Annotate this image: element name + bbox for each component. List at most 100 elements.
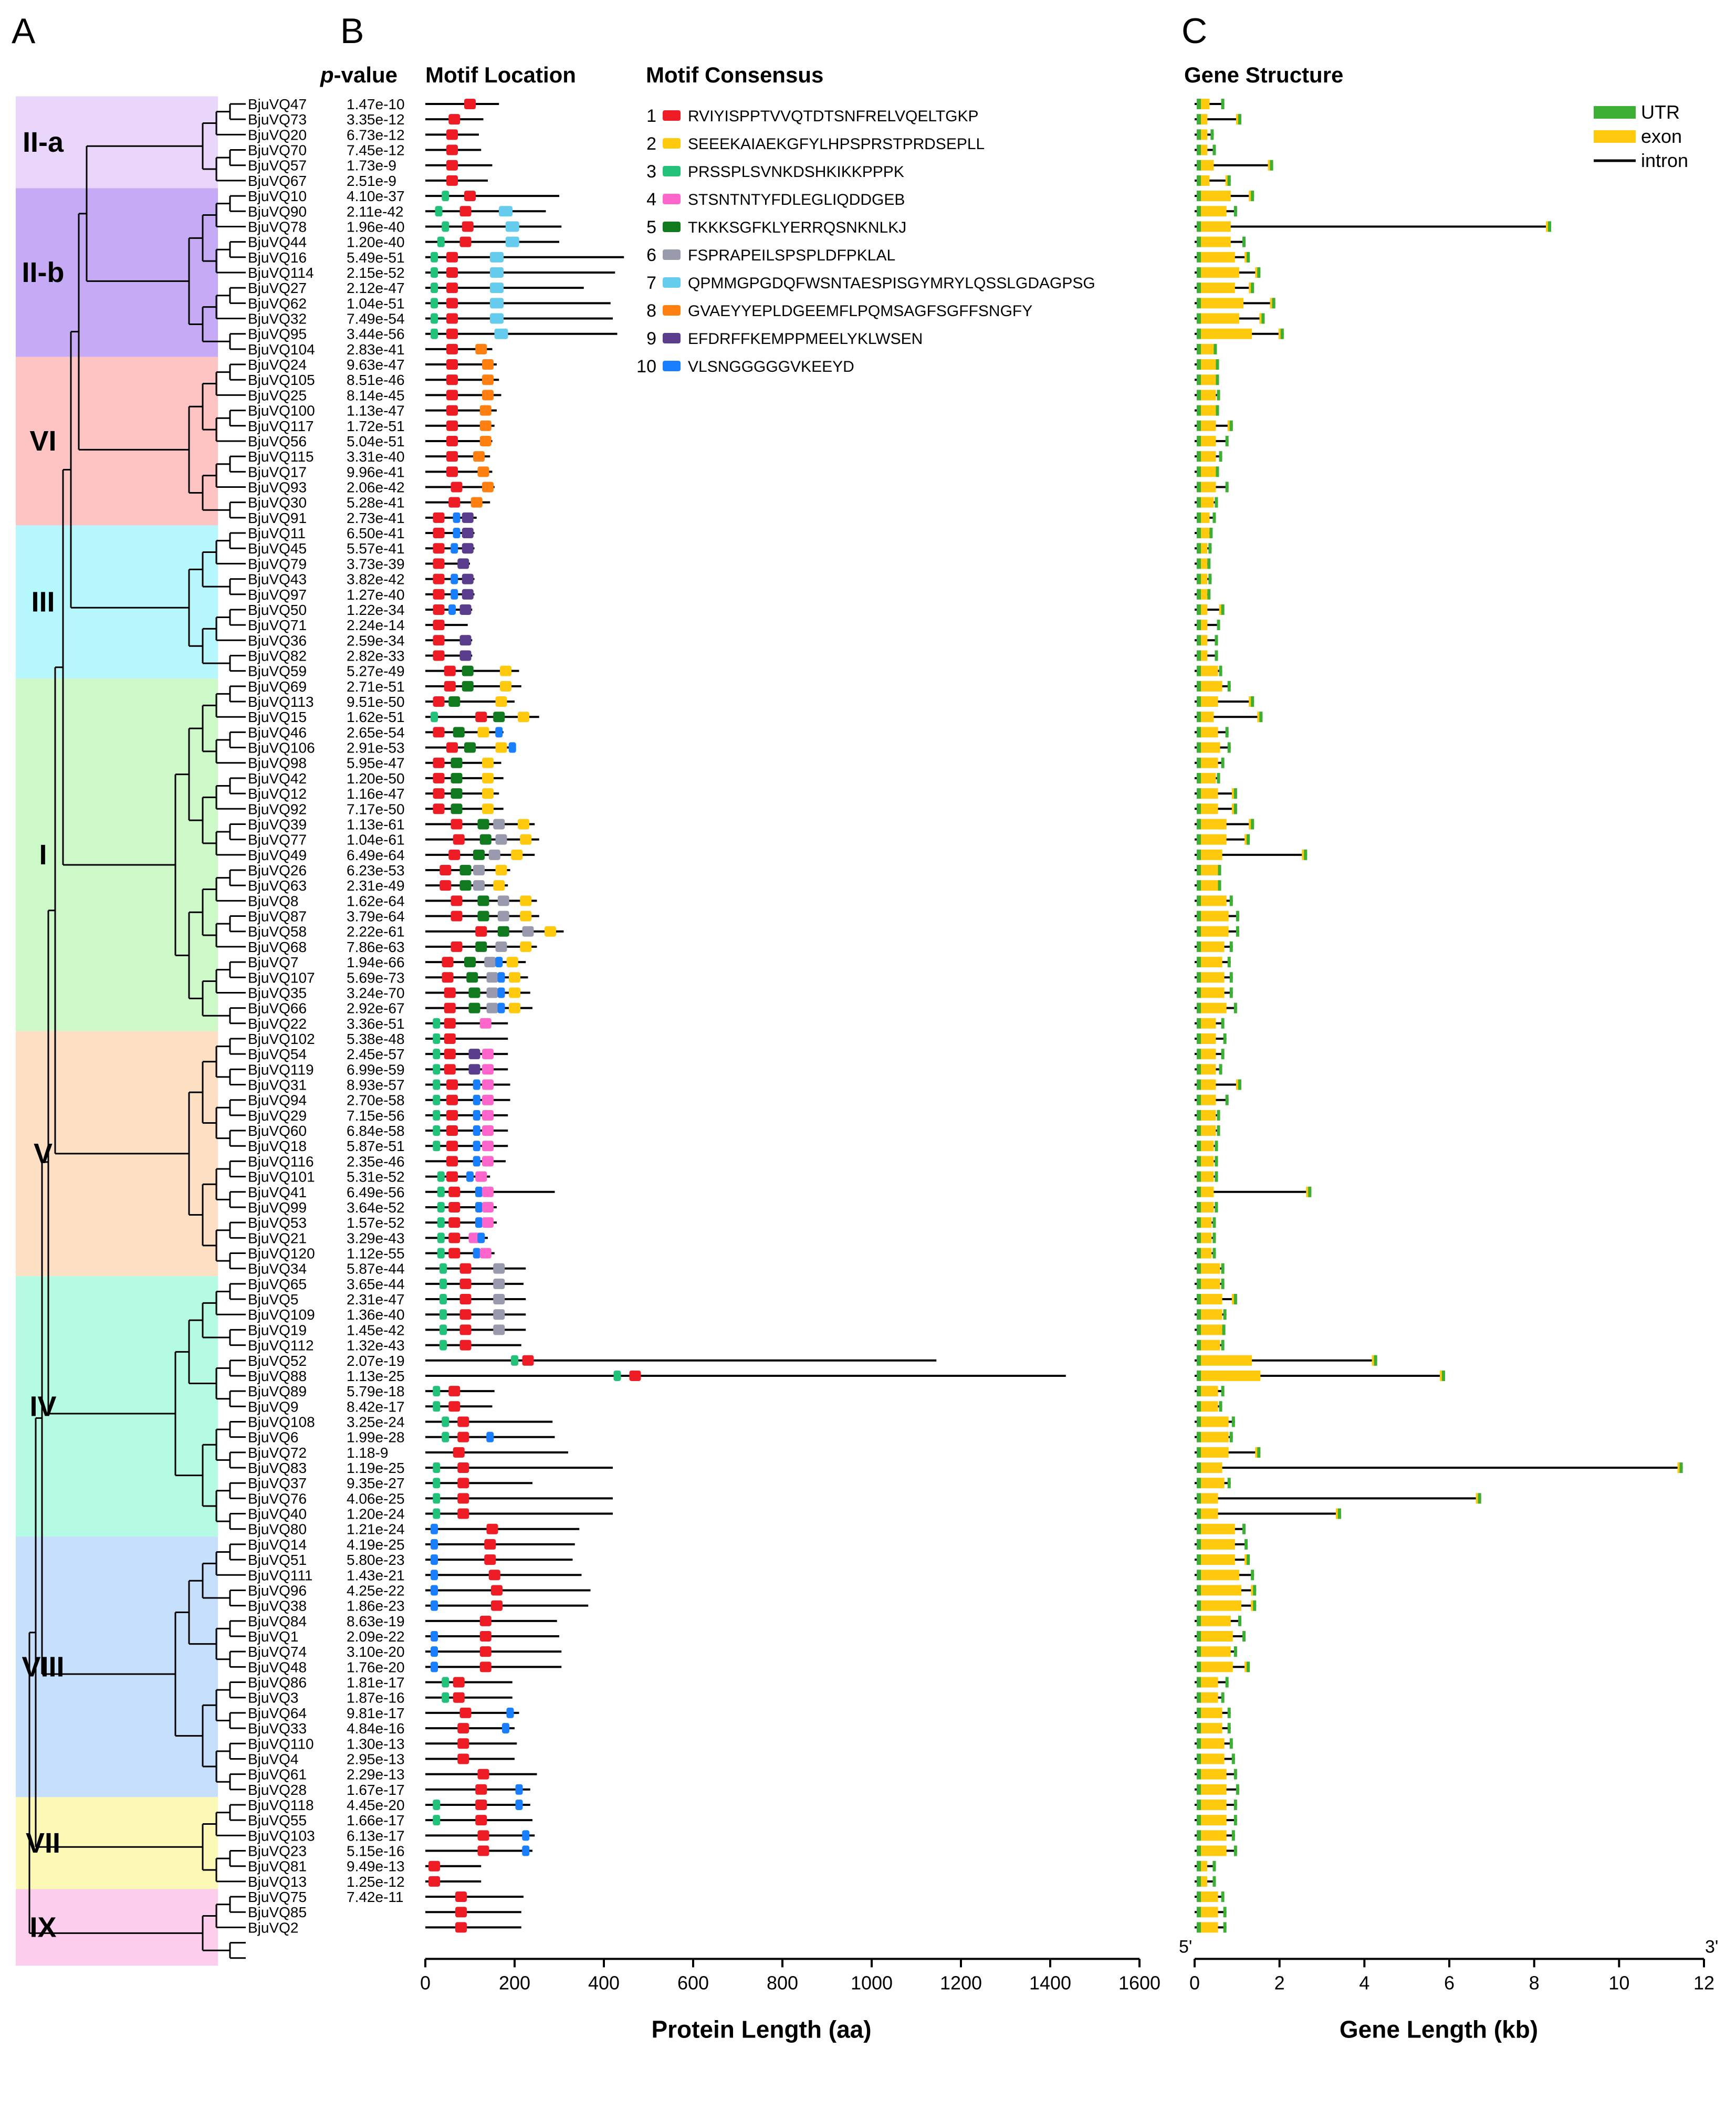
- utr-3-box: [1233, 1799, 1237, 1810]
- gene-name: BjuVQ42: [248, 770, 307, 787]
- p-value: 1.47e-10: [347, 96, 405, 112]
- motif-8-box: [479, 420, 491, 431]
- motif-10-box: [431, 1554, 438, 1565]
- motif-3-box: [442, 1677, 449, 1688]
- motif-3-box: [431, 328, 438, 339]
- motif-3-box: [437, 1201, 445, 1212]
- x-tick-label: 0: [420, 1972, 431, 1993]
- utr-3-box: [1229, 1431, 1233, 1443]
- motif-6-box: [493, 1294, 505, 1305]
- utr-5-box: [1197, 1539, 1201, 1550]
- motif-sequence: RVIYISPPTVVQTDTSNFRELVQELTGKP: [688, 108, 978, 125]
- exon-box: [1201, 328, 1252, 339]
- utr-3-box: [1257, 267, 1261, 278]
- gene-name: BjuVQ105: [248, 372, 315, 388]
- exon-box: [1201, 1309, 1222, 1320]
- utr-5-box: [1197, 1156, 1201, 1167]
- motif-9-box: [468, 1064, 480, 1075]
- gene-row: BjuVQ22 3.36e-51: [248, 1016, 1225, 1032]
- motif-5-box: [468, 1002, 480, 1013]
- utr-3-box: [1242, 1523, 1246, 1534]
- exon-box: [1201, 1907, 1218, 1918]
- exon-box: [1201, 313, 1239, 324]
- motif-8-box: [482, 374, 494, 385]
- gene-row: BjuVQ46 2.65e-54: [248, 724, 1229, 740]
- p-value: 9.96e-41: [347, 464, 405, 480]
- p-value: 6.99e-59: [347, 1061, 405, 1078]
- gene-row: BjuVQ73 3.35e-12: [248, 111, 1241, 128]
- p-value: 1.67e-17: [347, 1782, 405, 1798]
- gene-name: BjuVQ76: [248, 1490, 307, 1507]
- utr-5-box: [1197, 1416, 1201, 1427]
- gene-row: BjuVQ119 6.99e-59: [248, 1061, 1222, 1078]
- motif-9-box: [468, 1049, 480, 1060]
- gene-row: BjuVQ87 3.79e-64: [248, 908, 1239, 925]
- p-value: 1.19e-25: [347, 1460, 405, 1476]
- gene-name: BjuVQ113: [248, 694, 314, 710]
- p-value: 5.95e-47: [347, 755, 405, 771]
- motif-1-box: [446, 1171, 458, 1182]
- motif-3-box: [433, 1478, 441, 1489]
- p-value: 5.31e-52: [347, 1169, 405, 1185]
- gene-row: BjuVQ117 1.72e-51: [248, 418, 1233, 434]
- gene-name: BjuVQ5: [248, 1291, 299, 1308]
- motif-1-box: [448, 1217, 461, 1228]
- motif-7-box: [490, 267, 504, 278]
- gene-row: BjuVQ118 4.45e-20: [248, 1797, 1237, 1813]
- motif-2-box: [509, 987, 520, 998]
- gene-row: BjuVQ89 5.79e-18: [248, 1383, 1225, 1399]
- gene-row: BjuVQ113 9.51e-50: [248, 694, 1254, 710]
- utr-5-box: [1197, 1248, 1201, 1259]
- motif-1-box: [451, 911, 463, 922]
- gene-name: BjuVQ94: [248, 1092, 307, 1109]
- utr-3-box: [1231, 1416, 1235, 1427]
- utr-3-box: [1207, 558, 1211, 569]
- gene-row: BjuVQ98 5.95e-47: [248, 755, 1225, 771]
- gene-row: BjuVQ80 1.21e-24: [248, 1521, 1246, 1538]
- utr-5-box: [1197, 742, 1201, 753]
- utr-5-box: [1197, 1033, 1201, 1044]
- x-tick-label: 4: [1359, 1972, 1369, 1993]
- gene-row: BjuVQ7 1.94e-66: [248, 954, 1231, 970]
- gene-name: BjuVQ29: [248, 1107, 307, 1124]
- utr-5-box: [1197, 926, 1201, 937]
- motif-4-box: [482, 1049, 494, 1060]
- gene-row: BjuVQ5 2.31e-47: [248, 1291, 1237, 1308]
- p-value: 1.16e-47: [347, 786, 405, 802]
- utr-5-box: [1197, 1370, 1201, 1381]
- exon-box: [1201, 1447, 1229, 1458]
- motif-9-box: [459, 635, 472, 646]
- motif-10-box: [473, 1125, 480, 1136]
- motif-1-box: [453, 1677, 465, 1688]
- exon-box: [1201, 712, 1214, 723]
- motif-3-box: [433, 1141, 441, 1152]
- gene-row: BjuVQ6 1.99e-28: [248, 1429, 1233, 1446]
- p-value: 3.24e-70: [347, 985, 405, 1001]
- motif-sequence: SEEEKAIAEKGFYLHPSPRSTPRDSEPLL: [688, 135, 985, 153]
- gene-row: BjuVQ77 1.04e-61: [248, 832, 1250, 848]
- exon-box: [1201, 1171, 1214, 1182]
- gene-name: BjuVQ73: [248, 111, 307, 128]
- gene-name: BjuVQ79: [248, 556, 307, 572]
- utr-3-box: [1233, 803, 1237, 814]
- gene-row: BjuVQ39 1.13e-61: [248, 816, 1254, 832]
- p-value: 3.29e-43: [347, 1230, 405, 1246]
- motif-6-box: [488, 849, 500, 860]
- motif-1-box: [448, 497, 461, 508]
- motif-1-box: [433, 772, 445, 783]
- exon-box: [1201, 1201, 1214, 1212]
- p-value: 3.44e-56: [347, 326, 405, 342]
- utr-3-box: [1212, 1876, 1216, 1887]
- gene-row: BjuVQ4 2.95e-13: [248, 1751, 1235, 1767]
- gene-name: BjuVQ60: [248, 1123, 307, 1139]
- motif-1-box: [451, 895, 463, 906]
- utr-5-box: [1197, 206, 1201, 217]
- p-value: 1.57e-52: [347, 1215, 405, 1231]
- exon-box: [1201, 482, 1216, 493]
- p-value: 1.21e-24: [347, 1521, 405, 1538]
- p-value: 5.38e-48: [347, 1031, 405, 1047]
- exon-box: [1201, 819, 1227, 830]
- exon-box: [1201, 1079, 1216, 1090]
- motif-2-box: [518, 819, 529, 830]
- group-band: [16, 357, 218, 526]
